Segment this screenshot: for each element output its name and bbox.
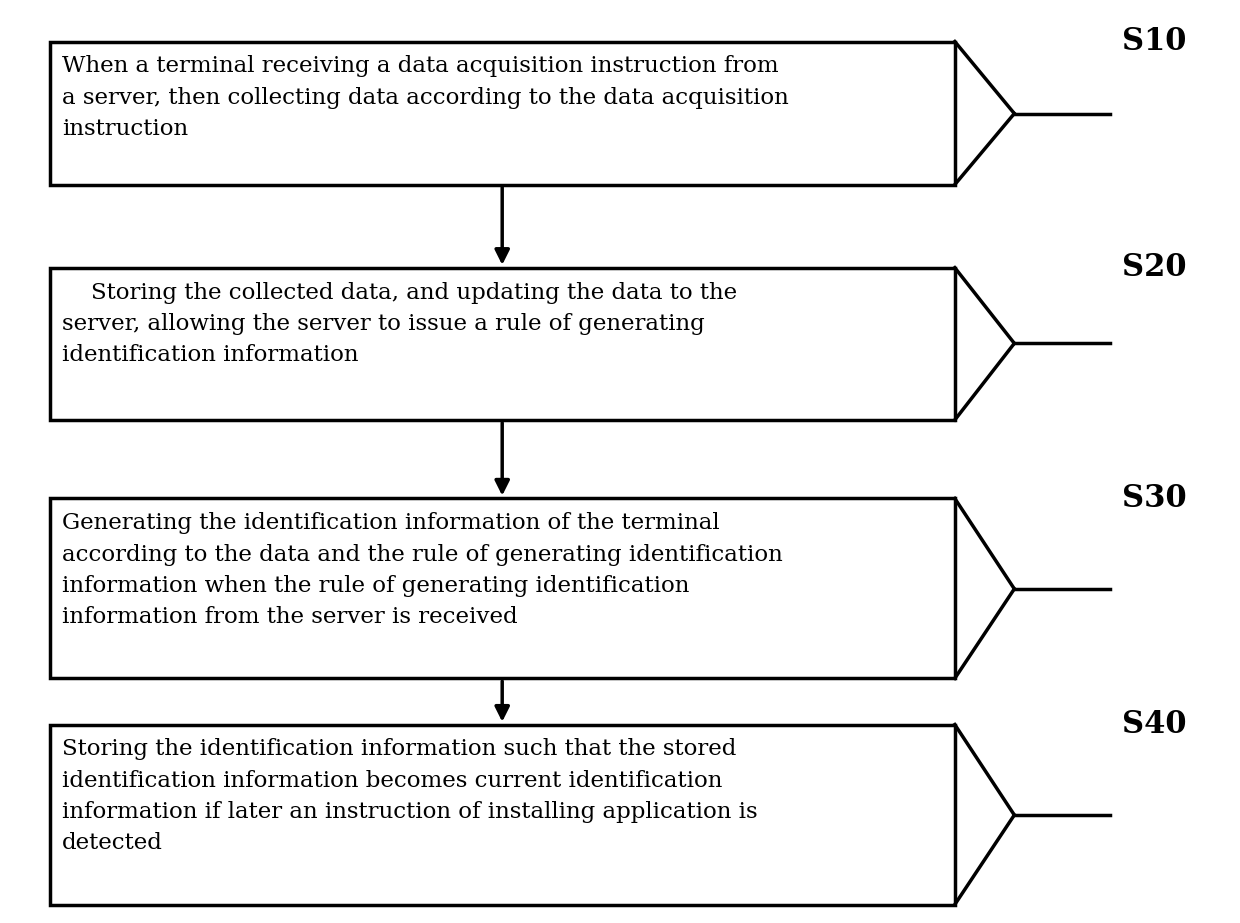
FancyBboxPatch shape: [50, 42, 955, 185]
Text: S10: S10: [1122, 26, 1187, 57]
Text: S20: S20: [1122, 252, 1187, 283]
Text: Generating the identification information of the terminal
according to the data : Generating the identification informatio…: [62, 512, 782, 629]
Text: S30: S30: [1122, 483, 1187, 514]
Text: S40: S40: [1122, 709, 1187, 740]
FancyBboxPatch shape: [50, 498, 955, 678]
Text: When a terminal receiving a data acquisition instruction from
a server, then col: When a terminal receiving a data acquisi…: [62, 55, 789, 140]
FancyBboxPatch shape: [50, 268, 955, 420]
FancyBboxPatch shape: [50, 725, 955, 905]
Text: Storing the collected data, and updating the data to the
server, allowing the se: Storing the collected data, and updating…: [62, 282, 737, 366]
Text: Storing the identification information such that the stored
identification infor: Storing the identification information s…: [62, 738, 758, 855]
